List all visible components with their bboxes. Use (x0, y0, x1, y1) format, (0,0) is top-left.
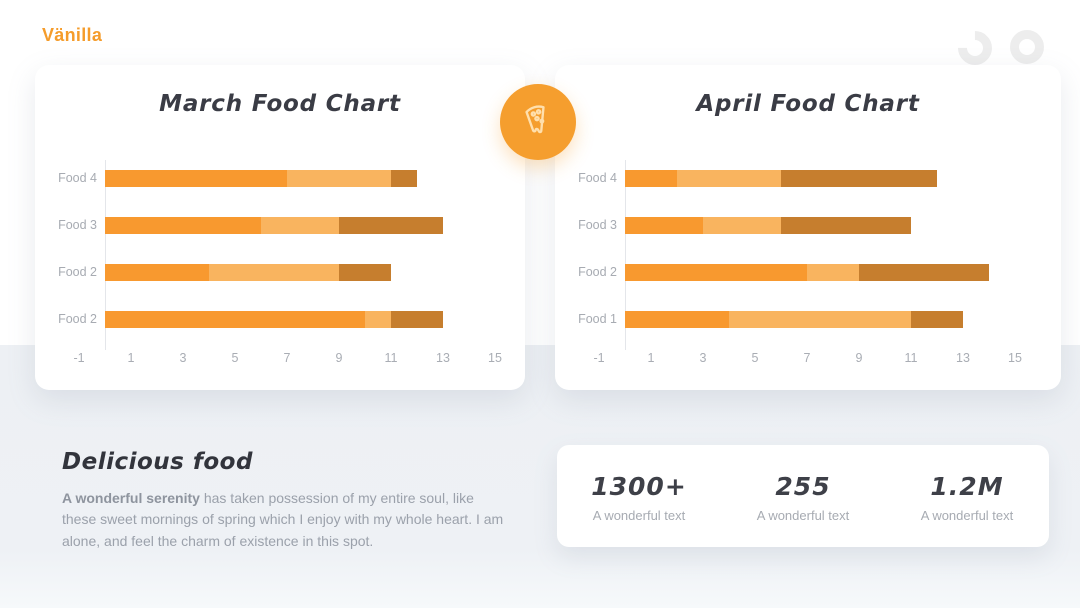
x-axis-tick: 13 (436, 351, 450, 365)
bar-segment-segment-1 (625, 217, 703, 234)
x-axis-tick: 7 (803, 351, 811, 365)
stacked-bar (105, 170, 417, 187)
x-axis-tick: 5 (231, 351, 239, 365)
category-label: Food 4 (58, 171, 97, 185)
decorative-ring-icon (1010, 30, 1044, 64)
x-axis-tick: 11 (904, 351, 918, 365)
x-axis-tick: 11 (384, 351, 398, 365)
bar-segment-segment-1 (105, 311, 365, 328)
x-axis-tick: 9 (855, 351, 863, 365)
category-label: Food 4 (578, 171, 617, 185)
x-axis-tick: 7 (283, 351, 291, 365)
bar-segment-segment-2 (209, 264, 339, 281)
category-label: Food 1 (578, 312, 617, 326)
pizza-icon (519, 101, 557, 144)
category-label: Food 3 (58, 218, 97, 232)
bar-segment-segment-1 (105, 264, 209, 281)
april-chart-card: April Food Chart Food 4 Food 3 Food 2 Food … (555, 65, 1061, 390)
bar-segment-segment-3 (339, 217, 443, 234)
stat-label: A wonderful text (920, 507, 1014, 523)
stat-label: A wonderful text (592, 507, 686, 523)
bar-segment-segment-2 (261, 217, 339, 234)
stacked-bar (625, 264, 989, 281)
bar-segment-segment-1 (625, 311, 729, 328)
bar-segment-segment-1 (105, 217, 261, 234)
stats-card: 1300+ A wonderful text 255 A wonderful t… (557, 445, 1049, 547)
bar-segment-segment-3 (781, 217, 911, 234)
x-axis-tick: 3 (699, 351, 707, 365)
stat-item: 255 A wonderful text (721, 470, 885, 523)
stacked-bar (105, 217, 443, 234)
stacked-bar (625, 217, 911, 234)
x-axis-tick: -1 (593, 351, 605, 365)
x-axis-tick: 13 (956, 351, 970, 365)
stacked-bar (105, 264, 391, 281)
brand-logo: Vänilla (42, 25, 103, 45)
stat-value: 255 (775, 471, 831, 501)
bar-segment-segment-2 (677, 170, 781, 187)
description-paragraph: A wonderful serenity has taken possessio… (62, 488, 510, 552)
y-axis-line (625, 160, 626, 350)
x-axis-tick: 3 (179, 351, 187, 365)
april-chart: Food 4 Food 3 Food 2 Food 1 -1 1 3 5 7 9 11 13 15 (555, 65, 1061, 390)
x-axis-tick: 15 (488, 351, 502, 365)
bar-segment-segment-2 (807, 264, 859, 281)
bar-segment-segment-3 (339, 264, 391, 281)
category-label: Food 3 (578, 218, 617, 232)
stat-value: 1300+ (591, 471, 687, 501)
stat-label: A wonderful text (756, 507, 850, 523)
march-chart: Food 4 Food 3 Food 2 Food 2 -1 1 3 5 7 9 11 13 15 (35, 65, 525, 390)
divider-badge (500, 84, 576, 160)
x-axis-tick: 1 (647, 351, 655, 365)
bar-segment-segment-1 (105, 170, 287, 187)
stat-item: 1300+ A wonderful text (557, 470, 721, 523)
description-body-text: has taken possession of my entire soul, … (62, 490, 504, 549)
bar-segment-segment-2 (365, 311, 391, 328)
x-axis-tick: -1 (73, 351, 85, 365)
x-axis-tick: 1 (127, 351, 135, 365)
description-lead-text: A wonderful serenity (62, 490, 200, 506)
x-axis-tick: 9 (335, 351, 343, 365)
category-label: Food 2 (578, 265, 617, 279)
stat-value: 1.2M (930, 471, 1004, 501)
stat-item: 1.2M A wonderful text (885, 470, 1049, 523)
x-axis-tick: 15 (1008, 351, 1022, 365)
description-block: Delicious food A wonderful serenity has … (62, 449, 510, 552)
bar-segment-segment-2 (703, 217, 781, 234)
category-label: Food 2 (58, 265, 97, 279)
bar-segment-segment-3 (781, 170, 937, 187)
bar-segment-segment-3 (911, 311, 963, 328)
stacked-bar (105, 311, 443, 328)
bar-segment-segment-3 (391, 311, 443, 328)
x-axis-tick: 5 (751, 351, 759, 365)
description-heading: Delicious food (62, 449, 253, 475)
bar-segment-segment-3 (859, 264, 989, 281)
april-chart-title: April Food Chart (696, 91, 920, 117)
march-chart-card: March Food Chart Food 4 Food 3 Food 2 Food … (35, 65, 525, 390)
march-chart-title: March Food Chart (159, 91, 401, 117)
bar-segment-segment-2 (287, 170, 391, 187)
category-label: Food 2 (58, 312, 97, 326)
bar-segment-segment-1 (625, 170, 677, 187)
bar-segment-segment-3 (391, 170, 417, 187)
stacked-bar (625, 170, 937, 187)
stacked-bar (625, 311, 963, 328)
y-axis-line (105, 160, 106, 350)
bar-segment-segment-1 (625, 264, 807, 281)
bar-segment-segment-2 (729, 311, 911, 328)
